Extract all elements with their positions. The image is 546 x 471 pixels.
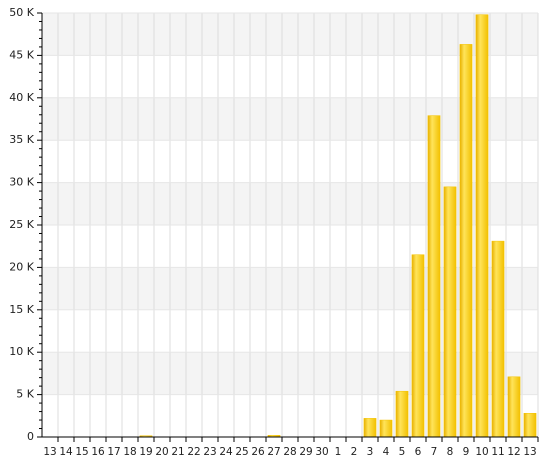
- y-tick-label: 20 K: [9, 260, 34, 273]
- x-tick-label: 15: [75, 446, 88, 458]
- x-tick-label: 9: [463, 446, 470, 458]
- x-tick-label: 16: [91, 446, 105, 458]
- y-tick-label: 25 K: [9, 218, 34, 231]
- x-tick-label: 23: [203, 446, 216, 458]
- x-tick-label: 26: [251, 446, 265, 458]
- x-tick-label: 19: [139, 446, 152, 458]
- plot-band: [42, 13, 538, 56]
- y-tick-label: 5 K: [16, 388, 34, 401]
- y-tick-label: 45 K: [9, 48, 34, 61]
- x-tick-label: 29: [299, 446, 312, 458]
- x-tick-label: 1: [335, 446, 342, 458]
- x-tick-label: 28: [283, 446, 296, 458]
- bar: [507, 376, 521, 438]
- x-tick-label: 6: [415, 446, 422, 458]
- x-tick-label: 8: [447, 446, 454, 458]
- bar: [363, 418, 377, 438]
- y-tick-label: 10 K: [9, 345, 34, 358]
- x-tick-label: 12: [507, 446, 520, 458]
- x-tick-label: 11: [491, 446, 504, 458]
- plot-band: [42, 97, 538, 141]
- bar: [475, 14, 489, 438]
- y-tick-label: 35 K: [9, 133, 34, 146]
- x-tick-label: 4: [383, 446, 390, 458]
- bar: [491, 240, 505, 438]
- x-tick-label: 17: [107, 446, 120, 458]
- y-tick-label: 50 K: [9, 6, 34, 19]
- bar: [395, 390, 409, 438]
- bar: [459, 44, 473, 438]
- y-tick-label: 30 K: [9, 176, 34, 189]
- x-tick-label: 10: [475, 446, 488, 458]
- y-tick-label: 40 K: [9, 91, 34, 104]
- x-tick-label: 18: [123, 446, 136, 458]
- x-tick-label: 13: [523, 446, 536, 458]
- x-tick-label: 21: [171, 446, 184, 458]
- x-tick-label: 2: [351, 446, 358, 458]
- x-tick-label: 20: [155, 446, 168, 458]
- x-tick-label: 24: [219, 446, 233, 458]
- bar: [523, 413, 537, 438]
- bar: [379, 419, 393, 438]
- x-tick-label: 25: [235, 446, 248, 458]
- y-tick-label: 0: [27, 430, 34, 443]
- x-tick-label: 3: [367, 446, 374, 458]
- bar: [411, 254, 425, 438]
- x-tick-label: 5: [399, 446, 406, 458]
- y-tick-label: 15 K: [9, 303, 34, 316]
- x-tick-label: 22: [187, 446, 200, 458]
- x-tick-label: 27: [267, 446, 280, 458]
- x-tick-label: 14: [59, 446, 73, 458]
- x-tick-label: 7: [431, 446, 438, 458]
- x-tick-label: 13: [43, 446, 56, 458]
- bar: [427, 115, 441, 438]
- x-tick-label: 30: [315, 446, 328, 458]
- bar: [443, 186, 457, 438]
